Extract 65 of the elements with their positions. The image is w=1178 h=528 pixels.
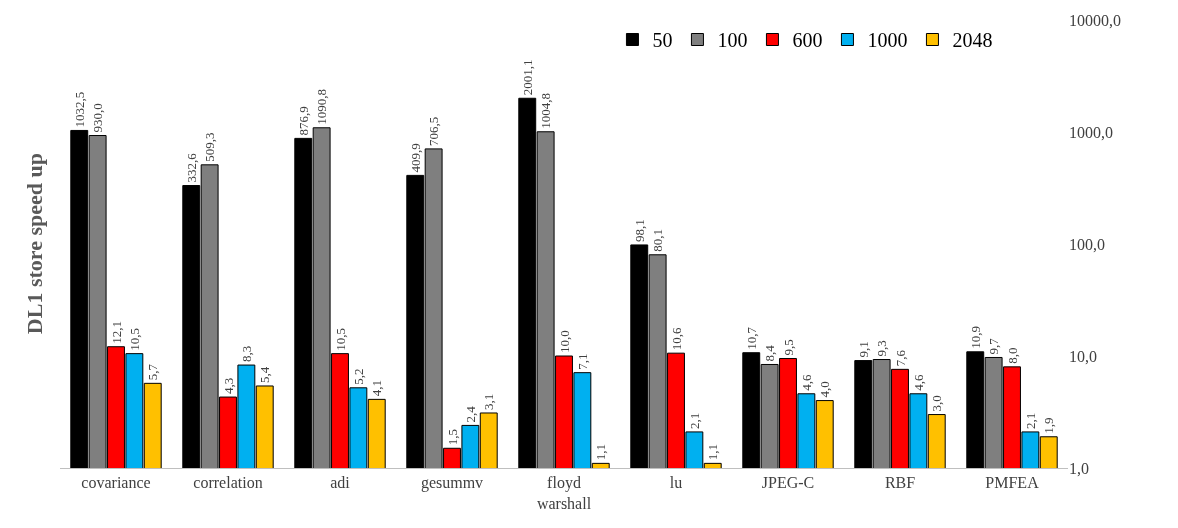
- legend-label: 50: [652, 29, 673, 52]
- data-label: 9,3: [874, 340, 890, 357]
- data-label: 3,1: [481, 393, 497, 410]
- data-label: 80,1: [650, 229, 666, 252]
- data-label: 10,9: [967, 326, 983, 349]
- data-label: 8,4: [762, 344, 778, 362]
- legend-label: 100: [717, 29, 748, 52]
- data-label: 2,1: [686, 412, 702, 429]
- data-label: 1,9: [1041, 417, 1057, 434]
- data-label: 5,4: [257, 366, 273, 383]
- legend-label: 1000: [867, 29, 908, 52]
- legend-label: 2048: [952, 29, 993, 52]
- data-label: 4,6: [798, 374, 814, 391]
- data-label: 10,5: [332, 327, 348, 351]
- y-tick-label: 1,0: [1069, 459, 1089, 477]
- data-label: 3,0: [929, 395, 945, 412]
- y-tick-label: 10000,0: [1069, 11, 1121, 29]
- data-label: 876,9: [295, 106, 311, 136]
- data-label: 1,1: [593, 444, 609, 461]
- data-label: 409,9: [407, 143, 423, 173]
- data-label: 8,3: [238, 345, 254, 363]
- data-label: 10,7: [743, 326, 759, 350]
- data-label: 10,0: [556, 330, 572, 353]
- data-label: 930,0: [90, 103, 106, 133]
- data-label: 1004,8: [538, 93, 554, 129]
- data-label: 8,0: [1004, 347, 1020, 364]
- data-label: 4,6: [910, 374, 926, 391]
- x-tick-label: floyd warshall: [536, 474, 592, 512]
- x-tick-label: correlation: [193, 474, 263, 492]
- x-tick-label: adi: [330, 474, 351, 492]
- legend-label: 600: [792, 29, 823, 52]
- data-label: 9,1: [855, 341, 871, 358]
- y-tick-label: 100,0: [1069, 235, 1105, 253]
- data-label: 1,1: [705, 444, 721, 461]
- data-label: 332,6: [183, 152, 199, 183]
- data-label: 7,6: [892, 349, 908, 367]
- y-tick-label: 1000,0: [1069, 123, 1113, 141]
- data-label: 10,5: [126, 327, 142, 351]
- data-label: 2001,1: [519, 59, 535, 96]
- x-tick-label: RBF: [884, 474, 916, 492]
- y-axis-title: DL1 store speed up: [22, 153, 48, 335]
- x-tick-label: covariance: [81, 474, 151, 492]
- data-label: 1032,5: [71, 91, 87, 128]
- data-label: 9,5: [780, 339, 796, 356]
- data-label: 4,3: [220, 377, 236, 395]
- data-label: 12,1: [108, 320, 124, 344]
- data-label: 5,7: [145, 363, 161, 381]
- data-label: 509,3: [202, 132, 218, 162]
- data-label: 2,1: [1022, 412, 1038, 429]
- y-tick-label: 10,0: [1069, 347, 1097, 365]
- x-tick-label: lu: [669, 474, 683, 492]
- data-label: 10,6: [668, 326, 684, 351]
- x-tick-label: PMFEA: [985, 474, 1040, 492]
- data-label: 7,1: [574, 353, 590, 370]
- data-label: 1,5: [444, 429, 460, 446]
- data-label: 2,4: [462, 405, 478, 423]
- data-label: 1090,8: [314, 89, 330, 125]
- data-label: 9,7: [986, 337, 1002, 355]
- x-tick-label: JPEG-C: [761, 474, 815, 492]
- data-label: 4,1: [369, 380, 385, 397]
- x-tick-label: gesummv: [420, 474, 484, 493]
- data-label: 706,5: [426, 116, 442, 146]
- data-label: 98,1: [631, 219, 647, 242]
- data-label: 5,2: [350, 368, 366, 385]
- data-label: 4,0: [817, 381, 833, 398]
